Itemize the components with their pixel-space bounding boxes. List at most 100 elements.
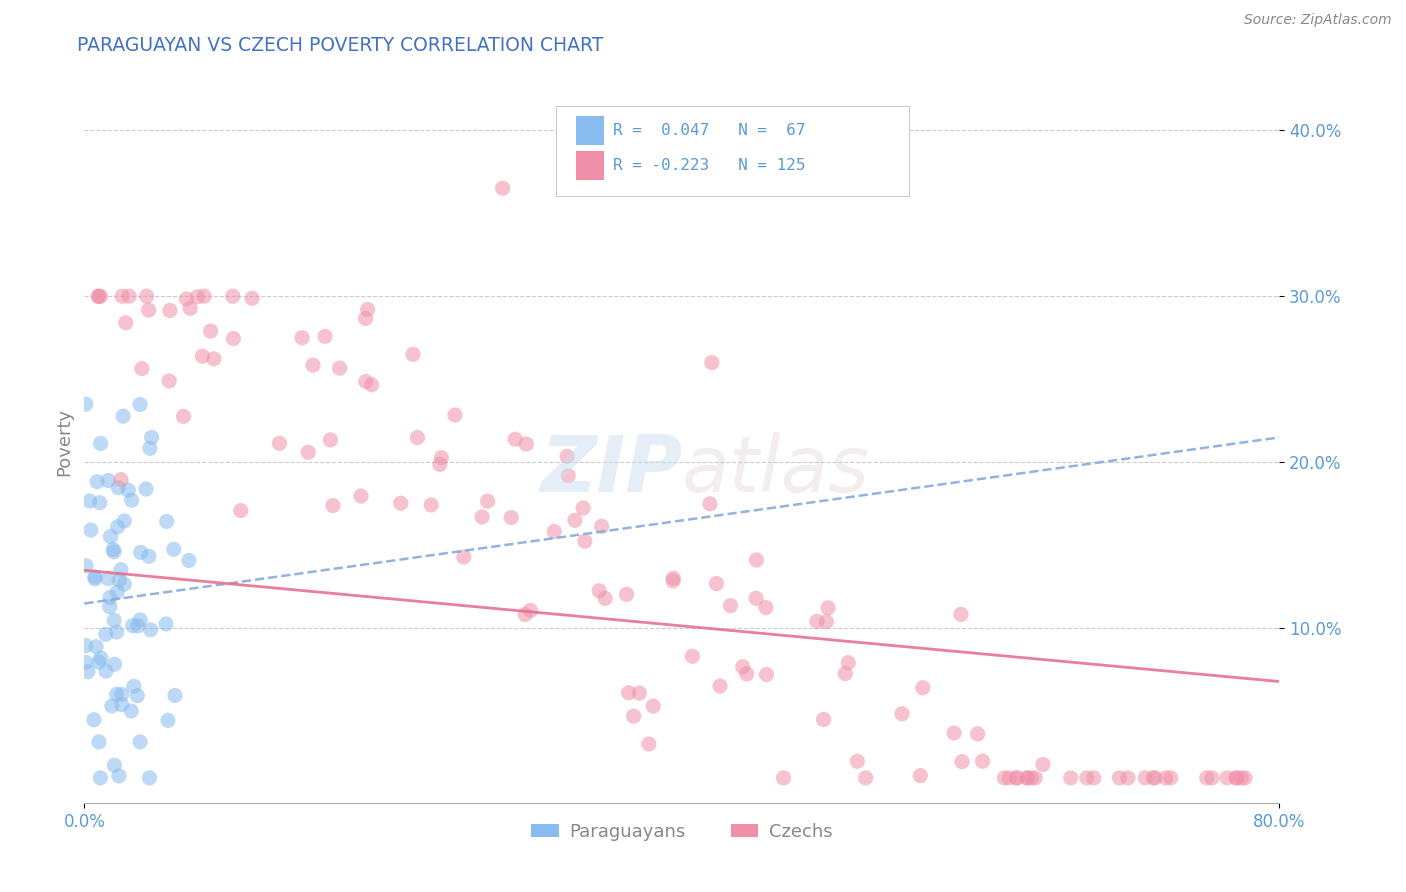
Point [110,563,132,577]
Point [107,481,129,495]
Point [572,501,595,516]
Point [77,665,100,679]
Point [127,689,149,703]
Point [949,607,972,622]
Point [103,758,125,772]
Point [200,324,222,338]
Point [617,686,640,700]
Point [1116,771,1139,785]
Point [103,542,125,557]
Point [193,289,215,303]
Point [138,771,160,785]
Point [110,698,132,712]
Point [329,361,352,376]
Point [855,771,877,785]
Point [966,727,988,741]
Point [429,458,451,472]
Point [84,640,107,654]
Text: atlas: atlas [682,433,870,508]
Point [114,316,136,330]
Point [1005,771,1028,785]
Point [156,515,179,529]
Point [444,408,467,422]
Point [745,553,768,567]
Point [103,545,125,559]
Point [105,585,128,599]
Point [503,432,526,446]
Point [191,349,214,363]
Point [75,639,97,653]
Text: ZIP: ZIP [540,433,682,508]
Point [815,615,838,629]
Point [1144,771,1167,785]
Point [389,496,412,510]
Point [110,473,132,487]
Text: R =  0.047   N =  67: R = 0.047 N = 67 [613,123,806,138]
Point [89,496,111,510]
Point [772,771,794,785]
Point [89,771,111,785]
Point [735,667,758,681]
Point [138,303,160,318]
Point [662,574,685,588]
Point [700,356,723,370]
Text: PARAGUAYAN VS CZECH POVERTY CORRELATION CHART: PARAGUAYAN VS CZECH POVERTY CORRELATION … [77,36,603,54]
Point [574,534,596,549]
Point [1024,771,1046,785]
Text: Source: ZipAtlas.com: Source: ZipAtlas.com [1244,13,1392,28]
Point [129,735,152,749]
Point [118,289,141,303]
Point [97,474,120,488]
Point [120,704,142,718]
Point [911,681,934,695]
Point [222,289,245,303]
Point [111,687,134,701]
Point [593,591,616,606]
Point [141,430,163,444]
Point [129,613,152,627]
Point [314,329,336,343]
Point [543,524,565,539]
Point [1135,771,1157,785]
Point [1216,771,1239,785]
Point [453,549,475,564]
Point [156,714,179,728]
FancyBboxPatch shape [575,151,605,180]
Point [84,570,107,584]
Point [519,603,541,617]
Point [1142,771,1164,785]
Point [1108,771,1130,785]
Point [891,706,914,721]
Point [628,686,651,700]
Point [1032,757,1054,772]
Point [163,542,186,557]
Point [972,754,994,768]
Point [98,591,121,605]
Point [1160,771,1182,785]
Point [681,649,703,664]
Point [477,494,499,508]
Point [354,311,377,326]
Point [222,331,245,345]
Point [87,289,110,303]
Point [492,181,515,195]
Y-axis label: Poverty: Poverty [55,408,73,475]
Point [117,483,139,497]
Point [943,726,966,740]
Point [515,437,537,451]
Legend: Paraguayans, Czechs: Paraguayans, Czechs [524,815,839,848]
Point [709,679,731,693]
FancyBboxPatch shape [557,105,910,196]
Point [420,498,443,512]
Point [834,666,856,681]
Point [105,625,128,640]
Point [139,623,162,637]
Point [90,651,112,665]
Point [616,587,638,601]
Point [297,445,319,459]
Point [515,607,537,622]
Point [731,660,754,674]
Point [89,289,111,303]
Point [1017,771,1039,785]
Point [240,291,263,305]
